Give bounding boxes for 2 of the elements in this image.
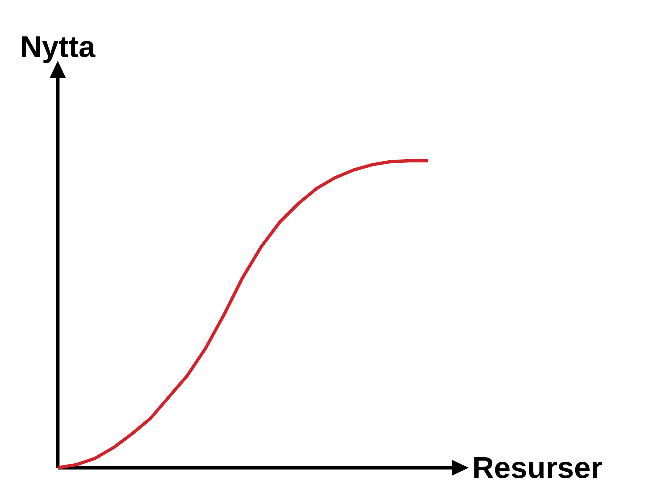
y-axis-title: Nytta (22, 36, 96, 64)
x-axis-title: Resurser (474, 458, 602, 478)
